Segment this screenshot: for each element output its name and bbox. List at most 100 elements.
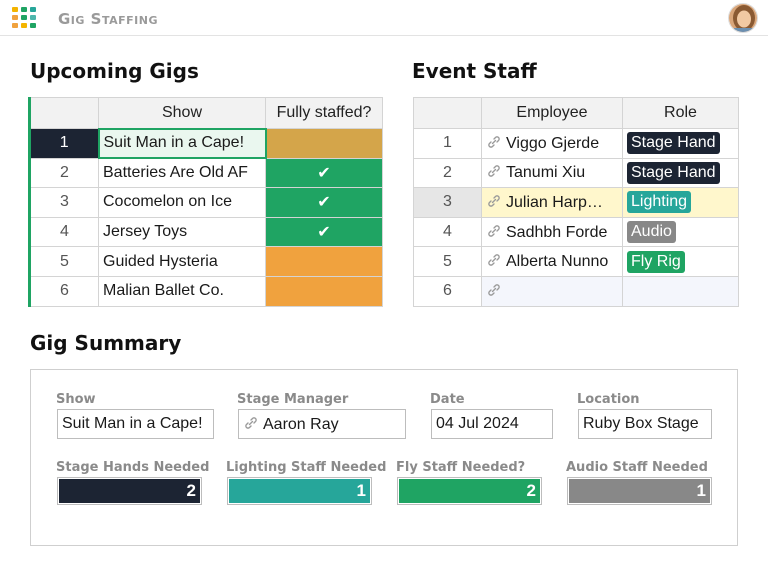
lighting-staff-value: 1 xyxy=(229,479,370,503)
row-number[interactable]: 4 xyxy=(413,216,482,248)
role-tag: Lighting xyxy=(627,191,692,214)
row-number[interactable]: 4 xyxy=(29,216,99,248)
stage-manager-label: Stage Manager xyxy=(237,392,349,407)
link-icon xyxy=(488,165,500,178)
employee-name: Alberta Nunno xyxy=(506,253,609,271)
staffed-cell[interactable]: ✔ xyxy=(265,157,383,189)
role-cell[interactable] xyxy=(622,275,739,307)
corner-cell[interactable] xyxy=(413,97,482,129)
role-tag: Audio xyxy=(627,221,676,244)
column-header-employee[interactable]: Employee xyxy=(481,97,623,129)
table-row[interactable]: 5 Guided Hysteria xyxy=(29,246,383,277)
link-icon xyxy=(488,224,500,237)
employee-name: Sadhbh Forde xyxy=(506,223,608,241)
row-number[interactable]: 1 xyxy=(29,128,99,159)
show-label: Show xyxy=(56,392,96,407)
link-icon xyxy=(488,195,500,207)
fly-staff-value: 2 xyxy=(399,479,540,503)
gig-summary-title: Gig Summary xyxy=(30,331,182,355)
link-icon xyxy=(488,254,500,266)
table-row[interactable]: 4 Jersey Toys ✔ xyxy=(29,216,383,248)
role-tag: Fly Rig xyxy=(627,250,685,273)
gig-summary-card: Show Suit Man in a Cape! Stage Manager A… xyxy=(30,369,738,546)
row-number[interactable]: 2 xyxy=(413,157,482,189)
table-row[interactable]: 1 Viggo Gjerde Stage Hand xyxy=(413,128,739,159)
column-header-fully-staffed[interactable]: Fully staffed? xyxy=(265,97,383,129)
show-field[interactable]: Suit Man in a Cape! xyxy=(57,409,214,439)
grid-logo-icon xyxy=(12,7,36,28)
link-icon xyxy=(488,136,500,148)
app-title: Gig Staffing xyxy=(58,10,158,28)
lighting-staff-field[interactable]: 1 xyxy=(227,477,372,505)
audio-staff-field[interactable]: 1 xyxy=(567,477,712,505)
employee-name: Viggo Gjerde xyxy=(506,134,600,152)
role-cell[interactable]: Fly Rig xyxy=(622,246,739,277)
stage-manager-field[interactable]: Aaron Ray xyxy=(238,409,406,439)
app-header: Gig Staffing xyxy=(0,0,768,36)
role-cell[interactable]: Audio xyxy=(622,216,739,248)
employee-cell[interactable]: Tanumi Xiu xyxy=(481,157,623,189)
event-staff-table: Employee Role 1 Viggo Gjerde Stage Hand … xyxy=(413,97,739,307)
column-header-show[interactable]: Show xyxy=(98,97,266,129)
column-header-role[interactable]: Role xyxy=(622,97,739,129)
role-cell[interactable]: Stage Hand xyxy=(622,157,739,189)
location-label: Location xyxy=(577,392,640,407)
table-row[interactable]: 2 Tanumi Xiu Stage Hand xyxy=(413,157,739,189)
stage-hands-value: 2 xyxy=(59,479,200,503)
employee-cell[interactable]: Julian Harp… xyxy=(481,187,623,218)
fly-staff-label: Fly Staff Needed? xyxy=(396,460,526,475)
upcoming-gigs-table: Show Fully staffed? 1 Suit Man in a Cape… xyxy=(28,97,383,307)
staffed-cell[interactable] xyxy=(265,275,383,307)
staffed-cell[interactable] xyxy=(265,246,383,277)
table-row[interactable]: 5 Alberta Nunno Fly Rig xyxy=(413,246,739,277)
table-row[interactable]: 3 Cocomelon on Ice ✔ xyxy=(29,187,383,218)
row-number[interactable]: 6 xyxy=(413,275,482,307)
show-cell[interactable]: Batteries Are Old AF xyxy=(98,157,266,189)
lighting-staff-label: Lighting Staff Needed xyxy=(226,460,387,475)
show-cell[interactable]: Jersey Toys xyxy=(98,216,266,248)
stage-hands-label: Stage Hands Needed xyxy=(56,460,210,475)
link-icon xyxy=(488,284,500,296)
table-row[interactable]: 4 Sadhbh Forde Audio xyxy=(413,216,739,248)
date-label: Date xyxy=(430,392,465,407)
staffed-cell[interactable]: ✔ xyxy=(265,187,383,218)
row-number[interactable]: 3 xyxy=(29,187,99,218)
role-tag: Stage Hand xyxy=(627,132,720,155)
row-number[interactable]: 5 xyxy=(29,246,99,277)
employee-cell[interactable]: Alberta Nunno xyxy=(481,246,623,277)
row-number[interactable]: 5 xyxy=(413,246,482,277)
table-row[interactable]: 3 Julian Harp… Lighting xyxy=(413,187,739,218)
table-row[interactable]: 2 Batteries Are Old AF ✔ xyxy=(29,157,383,189)
row-number[interactable]: 6 xyxy=(29,275,99,307)
location-field[interactable]: Ruby Box Stage xyxy=(578,409,712,439)
stage-manager-value: Aaron Ray xyxy=(263,416,339,433)
table-row-new[interactable]: 6 xyxy=(413,275,739,307)
staffed-cell[interactable]: ✔ xyxy=(265,216,383,248)
employee-cell[interactable]: Sadhbh Forde xyxy=(481,216,623,248)
role-cell[interactable]: Lighting xyxy=(622,187,739,218)
table-row[interactable]: 1 Suit Man in a Cape! xyxy=(29,127,383,160)
employee-cell[interactable] xyxy=(481,275,623,307)
row-number[interactable]: 2 xyxy=(29,157,99,189)
corner-cell[interactable] xyxy=(29,97,99,129)
row-number[interactable]: 1 xyxy=(413,128,482,159)
date-field[interactable]: 04 Jul 2024 xyxy=(431,409,553,439)
event-staff-title: Event Staff xyxy=(412,59,537,83)
user-avatar-icon[interactable] xyxy=(728,3,758,33)
show-cell[interactable]: Malian Ballet Co. xyxy=(98,275,266,307)
row-number[interactable]: 3 xyxy=(413,187,482,218)
employee-cell[interactable]: Viggo Gjerde xyxy=(481,128,623,159)
table-row[interactable]: 6 Malian Ballet Co. xyxy=(29,275,383,307)
upcoming-gigs-title: Upcoming Gigs xyxy=(30,59,199,83)
employee-name: Julian Harp… xyxy=(506,193,603,211)
stage-hands-field[interactable]: 2 xyxy=(57,477,202,505)
show-cell[interactable]: Guided Hysteria xyxy=(98,246,266,277)
show-cell[interactable]: Cocomelon on Ice xyxy=(98,187,266,218)
fly-staff-field[interactable]: 2 xyxy=(397,477,542,505)
staffed-cell[interactable] xyxy=(265,128,383,159)
audio-staff-label: Audio Staff Needed xyxy=(566,460,708,475)
role-cell[interactable]: Stage Hand xyxy=(622,128,739,159)
show-cell[interactable]: Suit Man in a Cape! xyxy=(97,127,267,160)
role-tag: Stage Hand xyxy=(627,161,720,184)
employee-name: Tanumi Xiu xyxy=(506,164,586,182)
